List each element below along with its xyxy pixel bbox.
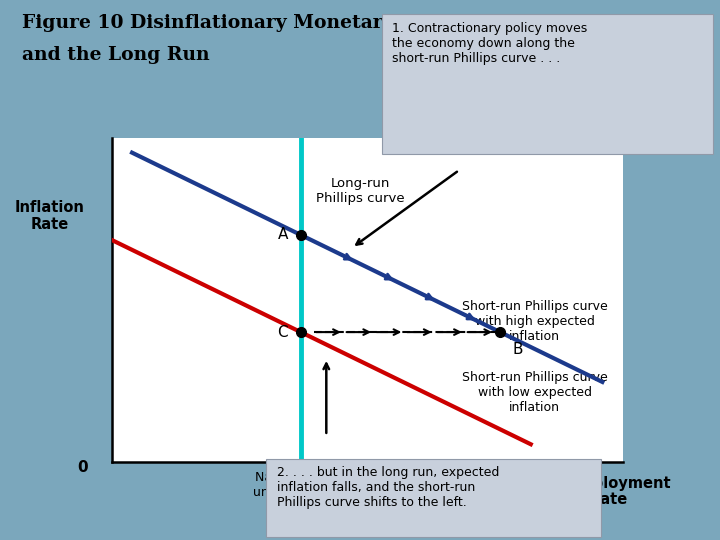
Text: Natural rate of
unemployment: Natural rate of unemployment [253,471,348,499]
Text: 0: 0 [78,460,88,475]
Text: Long-run
Phillips curve: Long-run Phillips curve [316,177,405,205]
Text: Short-run Phillips curve
with high expected
inflation: Short-run Phillips curve with high expec… [462,300,608,343]
Text: Inflation
Rate: Inflation Rate [14,200,84,232]
Text: C: C [277,325,288,340]
Text: A: A [278,227,288,242]
Text: B: B [513,342,523,357]
Text: Short-run Phillips curve
with low expected
inflation: Short-run Phillips curve with low expect… [462,371,608,414]
Text: and the Long Run: and the Long Run [22,46,210,64]
Text: Rate: Rate [589,492,628,508]
Text: 1. Contractionary policy moves
the economy down along the
short-run Phillips cur: 1. Contractionary policy moves the econo… [392,22,588,65]
Text: Figure 10 Disinflationary Monetary Policy in the Short Run: Figure 10 Disinflationary Monetary Polic… [22,14,644,31]
Text: 2. . . . but in the long run, expected
inflation falls, and the short-run
Philli: 2. . . . but in the long run, expected i… [277,466,500,509]
Text: Unemployment: Unemployment [546,476,671,491]
